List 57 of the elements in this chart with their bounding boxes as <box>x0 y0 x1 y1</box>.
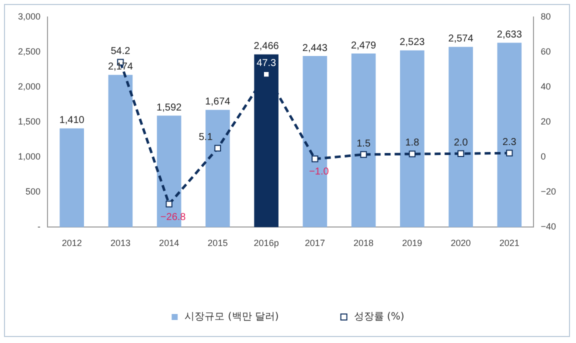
data-label: 54.2 <box>110 46 131 57</box>
bar <box>60 128 84 228</box>
bar <box>448 46 473 228</box>
legend-label: 성장률 (%) <box>354 312 404 323</box>
x-tick-label: 2020 <box>450 238 471 248</box>
x-tick-label: 2014 <box>159 238 180 248</box>
x-tick-label: 2013 <box>110 238 130 248</box>
y2-tick-label: 40 <box>540 82 551 92</box>
x-tick-label: 2018 <box>354 238 374 248</box>
data-label: 1,674 <box>205 96 231 108</box>
point <box>360 151 367 158</box>
y-tick-label: 500 <box>25 186 41 197</box>
x-tick-label: 2015 <box>208 238 228 248</box>
legend-label: 시장규모 (백만 달러) <box>184 312 279 323</box>
y2-tick-label: 60 <box>540 46 551 57</box>
x-tick-label: 2017 <box>304 238 325 248</box>
y-tick-label: 2,500 <box>18 46 41 57</box>
data-label: 2,633 <box>496 29 522 40</box>
y2-tick-label: 80 <box>540 11 551 22</box>
bar <box>351 54 376 228</box>
data-label: 2.3 <box>502 136 517 148</box>
y2-tick-label: 20 <box>540 116 551 127</box>
data-label: 1.5 <box>356 138 371 150</box>
y-tick-label: 1,500 <box>18 116 41 127</box>
y2-tick-label: −40 <box>540 222 556 232</box>
y-tick-label: 2,000 <box>18 82 41 92</box>
y2-tick-label: −20 <box>540 186 556 197</box>
point <box>506 150 513 156</box>
point <box>214 144 222 152</box>
point <box>166 200 172 208</box>
x-tick-label: 2012 <box>62 238 82 248</box>
y-tick-label: 1,000 <box>18 152 41 162</box>
bar <box>108 74 133 228</box>
bar <box>497 42 522 228</box>
x-tick-label: 2021 <box>499 238 520 248</box>
y-tick-label: - <box>38 222 41 232</box>
data-label: 5.1 <box>198 132 214 143</box>
data-label: 2,443 <box>302 42 328 54</box>
bar <box>302 56 328 228</box>
y-tick-label: 3,000 <box>18 11 41 22</box>
y2-tick-label: 0 <box>540 152 546 162</box>
x-tick-label: 2016p <box>254 238 279 248</box>
point <box>408 150 416 158</box>
data-label: 2,479 <box>351 40 377 52</box>
data-label: 2,174 <box>108 62 134 73</box>
data-label: 2,466 <box>254 41 280 52</box>
data-label: 2,574 <box>448 34 474 45</box>
point <box>457 150 464 157</box>
bar <box>400 50 424 228</box>
x-tick-label: 2019 <box>402 238 422 248</box>
data-label: 47.3 <box>256 58 276 70</box>
data-label: 1,410 <box>59 115 85 126</box>
data-label: 1,592 <box>156 102 182 114</box>
data-label: 1.8 <box>405 138 420 149</box>
data-label: 2,523 <box>400 37 426 48</box>
point <box>312 156 318 162</box>
data-label: 2.0 <box>454 137 468 148</box>
